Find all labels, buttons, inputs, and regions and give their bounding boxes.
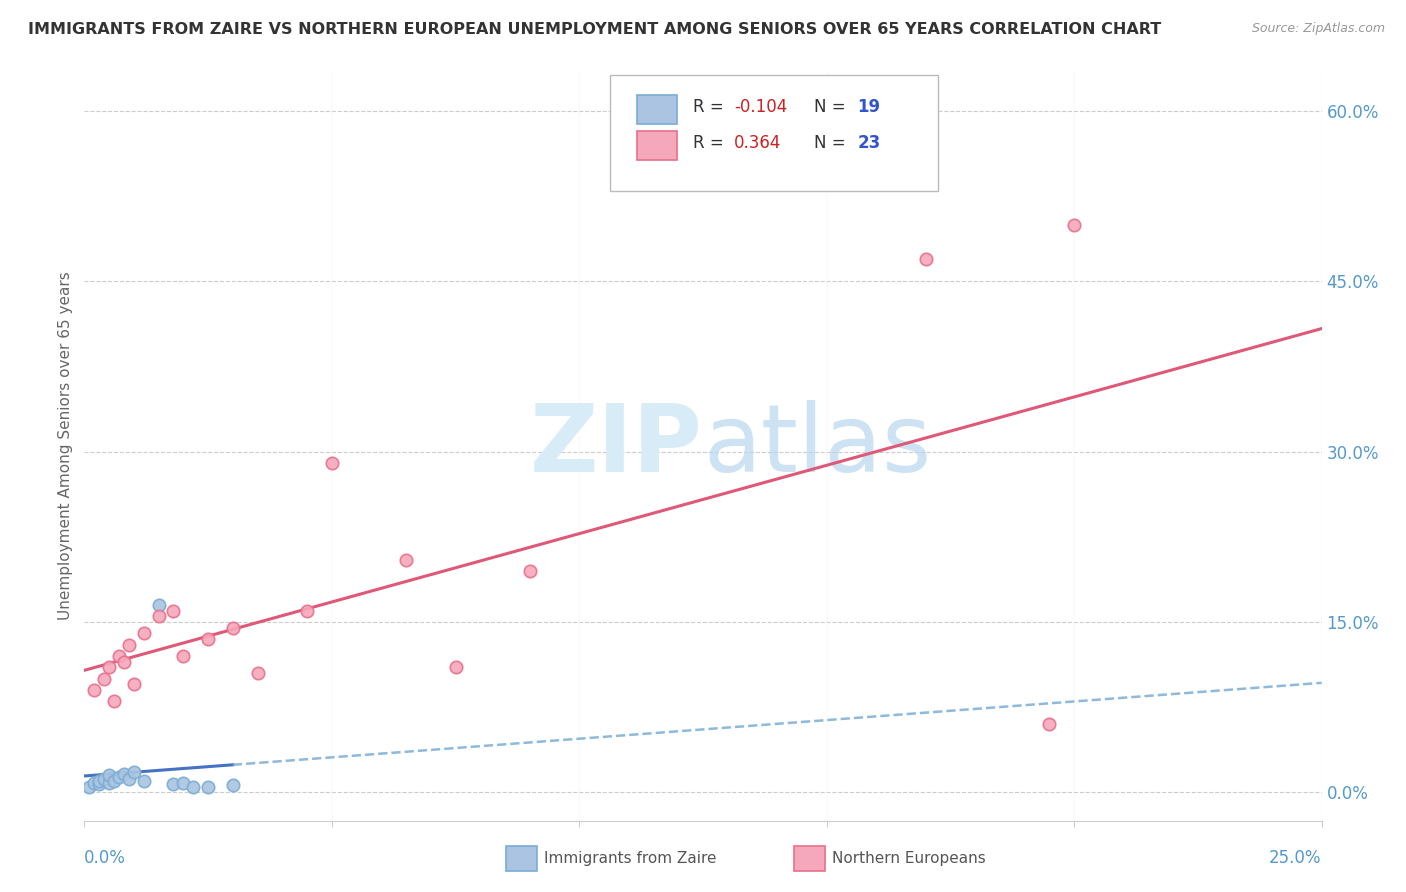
Point [108,771,131,785]
Point [148,598,170,612]
Point [1038,717,1060,731]
Text: IMMIGRANTS FROM ZAIRE VS NORTHERN EUROPEAN UNEMPLOYMENT AMONG SENIORS OVER 65 YE: IMMIGRANTS FROM ZAIRE VS NORTHERN EUROPE… [28,22,1161,37]
Point [1063,218,1085,232]
FancyBboxPatch shape [637,131,678,160]
Point [112,655,135,669]
Point [222,621,245,635]
Text: 0.0%: 0.0% [84,849,127,867]
Point [132,773,155,788]
Point [98,660,121,674]
Point [98,776,121,790]
FancyBboxPatch shape [637,95,678,124]
Text: N =: N = [814,135,851,153]
Point [112,767,135,781]
Text: 23: 23 [858,135,882,153]
Point [122,677,145,691]
Point [118,638,141,652]
Point [132,626,155,640]
Point [295,604,318,618]
Point [103,773,125,788]
Point [172,648,194,663]
Text: -0.104: -0.104 [734,98,787,116]
Text: R =: R = [693,135,730,153]
Point [83,776,105,790]
Point [519,564,541,578]
Point [197,780,219,794]
Text: 19: 19 [858,98,880,116]
Point [122,764,145,779]
Point [89,777,111,791]
Text: Source: ZipAtlas.com: Source: ZipAtlas.com [1251,22,1385,36]
Point [444,660,467,674]
Point [197,632,219,646]
Point [162,604,184,618]
Text: 0.364: 0.364 [734,135,782,153]
Point [162,777,184,791]
Y-axis label: Unemployment Among Seniors over 65 years: Unemployment Among Seniors over 65 years [58,272,73,620]
Text: N =: N = [814,98,851,116]
Point [914,252,936,266]
FancyBboxPatch shape [610,75,938,191]
Point [93,672,115,686]
Point [395,552,418,566]
Point [181,780,204,794]
Point [222,779,245,793]
Point [118,772,141,786]
Point [321,456,343,470]
Text: atlas: atlas [703,400,931,492]
Point [172,776,194,790]
Point [89,773,111,788]
Point [108,648,131,663]
Text: ZIP: ZIP [530,400,703,492]
Point [83,683,105,698]
Point [98,768,121,782]
Point [79,780,101,794]
Text: Immigrants from Zaire: Immigrants from Zaire [544,851,717,865]
Point [103,694,125,708]
Text: R =: R = [693,98,730,116]
Text: 25.0%: 25.0% [1270,849,1322,867]
Text: Northern Europeans: Northern Europeans [832,851,986,865]
Point [148,609,170,624]
Point [93,772,115,786]
Point [246,666,269,681]
